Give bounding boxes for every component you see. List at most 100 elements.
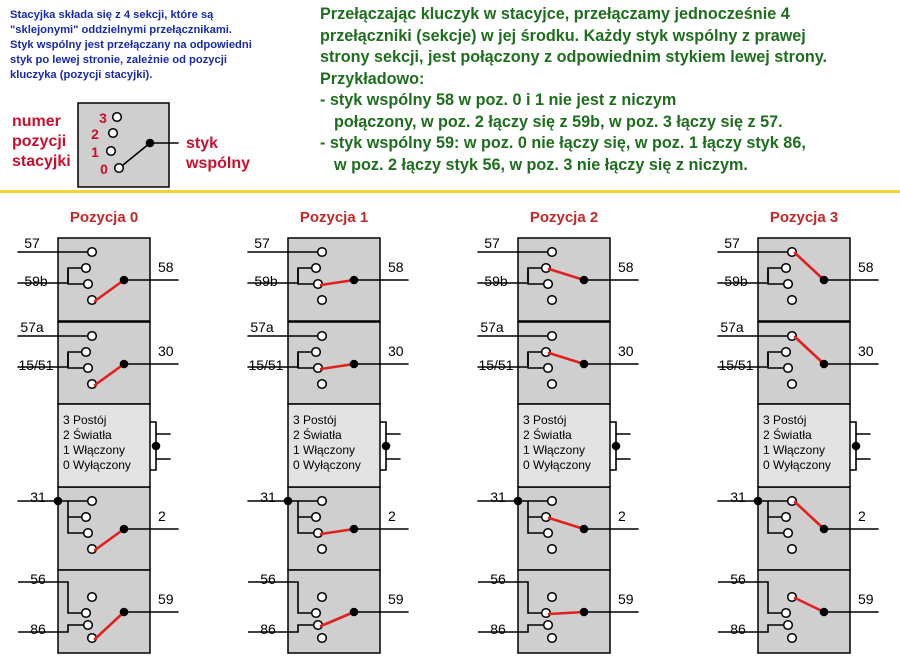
position-legend-line: 1 Włączony — [523, 443, 585, 457]
contact-label: 59b — [484, 273, 508, 289]
switch-contact — [786, 543, 798, 555]
legend-common-label: styk — [186, 135, 218, 152]
switch-contact — [786, 632, 798, 644]
description-line: przełączniki (sekcje) w jej środku. Każd… — [320, 26, 806, 45]
common-contact-label: 2 — [618, 508, 626, 524]
switch-contact — [86, 591, 98, 603]
switch-contact — [786, 591, 798, 603]
switch-contact — [310, 346, 322, 358]
common-contact — [819, 359, 829, 369]
switch-wiper — [93, 527, 126, 552]
contact-label: 86 — [260, 621, 276, 637]
contact-label: 59b — [254, 273, 278, 289]
switch-contact — [780, 607, 792, 619]
position-title: Pozycja 3 — [770, 209, 838, 226]
switch-contact — [786, 246, 798, 258]
switch-contact — [316, 495, 328, 507]
position-legend-line: 1 Włączony — [63, 443, 125, 457]
switch-contact — [316, 330, 328, 342]
position-title: Pozycja 2 — [530, 209, 598, 226]
description-line: w poz. 2 łączy styk 56, w poz. 3 nie łąc… — [334, 155, 748, 174]
switch-wiper — [319, 362, 356, 371]
legend-position-number: 0 — [100, 161, 108, 177]
contact-bus — [527, 501, 544, 534]
position-legend-box — [287, 403, 381, 488]
switch-contact — [310, 262, 322, 274]
description-line: strony sekcji, jest połączony z odpowied… — [320, 48, 828, 66]
switch-contact — [786, 330, 798, 342]
position-legend-line: 3 Postój — [763, 413, 806, 427]
switch-wiper — [93, 278, 126, 303]
common-contact — [119, 607, 129, 617]
switch-contact — [782, 619, 794, 631]
position-legend-box — [57, 403, 151, 488]
description-line: - styk wspólny 58 w poz. 0 i 1 nie jest … — [320, 91, 677, 109]
switch-wiper — [319, 610, 356, 628]
common-contact — [349, 607, 359, 617]
switch-wiper — [319, 527, 356, 536]
switch-contact — [310, 607, 322, 619]
switch-contact — [80, 511, 92, 523]
contact-label: 57a — [250, 319, 274, 335]
switch-contact — [540, 346, 552, 358]
position-legend-line: 2 Światła — [763, 427, 812, 442]
switch-contact — [780, 511, 792, 523]
switch-contact — [316, 246, 328, 258]
contact-label: 57a — [720, 319, 744, 335]
legend-contact — [111, 111, 123, 123]
switch-contact — [82, 278, 94, 290]
contact-label: 59b — [24, 273, 48, 289]
legend-position-number: 2 — [91, 126, 99, 142]
common-contact-label: 30 — [388, 343, 404, 359]
switch-contact — [786, 294, 798, 306]
switch-contact — [546, 495, 558, 507]
switch-wiper — [793, 596, 826, 614]
switch-contact — [316, 378, 328, 390]
switch-contact — [82, 527, 94, 539]
common-contact — [119, 275, 129, 285]
switch-contact — [546, 378, 558, 390]
switch-contact — [316, 632, 328, 644]
description-line: - styk wspólny 59: w poz. 0 nie łączy si… — [320, 134, 806, 152]
position-legend-line: 3 Postój — [63, 413, 106, 427]
contact-label: 86 — [30, 621, 46, 637]
legend-contact — [107, 127, 119, 139]
common-contact — [579, 359, 589, 369]
contact-lead — [478, 624, 544, 633]
contact-label: 57 — [724, 235, 740, 251]
common-contact — [579, 607, 589, 617]
switch-contact — [542, 619, 554, 631]
switch-contact — [540, 262, 552, 274]
legend-common-label: wspólny — [185, 155, 250, 172]
position-legend-line: 0 Wyłączony — [63, 458, 131, 472]
common-contact — [349, 524, 359, 534]
switch-contact — [316, 543, 328, 555]
contact-bus — [767, 501, 784, 534]
switch-contact — [546, 632, 558, 644]
position-legend-line: 0 Wyłączony — [293, 458, 361, 472]
position-legend-line: 0 Wyłączony — [523, 458, 591, 472]
contact-label: 57 — [24, 235, 40, 251]
contact-bus — [297, 501, 314, 534]
contact-label: 56 — [490, 571, 506, 587]
switch-contact — [86, 495, 98, 507]
common-contact-label: 59 — [158, 591, 174, 607]
switch-contact — [782, 527, 794, 539]
switch-contact — [546, 543, 558, 555]
common-contact-label: 30 — [158, 343, 174, 359]
common-contact-label: 30 — [858, 343, 874, 359]
lock-contact — [611, 441, 621, 451]
switch-contact — [310, 511, 322, 523]
contact-lead — [718, 581, 782, 614]
intro-line: Styk wspólny jest przełączany na odpowie… — [10, 39, 252, 51]
contact-label: 56 — [260, 571, 276, 587]
switch-contact — [86, 330, 98, 342]
contact-label: 86 — [730, 621, 746, 637]
common-contact-label: 2 — [388, 508, 396, 524]
common-contact-label: 58 — [858, 259, 874, 275]
contact-label: 56 — [730, 571, 746, 587]
legend-wiper — [122, 142, 151, 166]
switch-section — [517, 321, 611, 405]
contact-label: 57a — [480, 319, 504, 335]
contact-label: 57a — [20, 319, 44, 335]
